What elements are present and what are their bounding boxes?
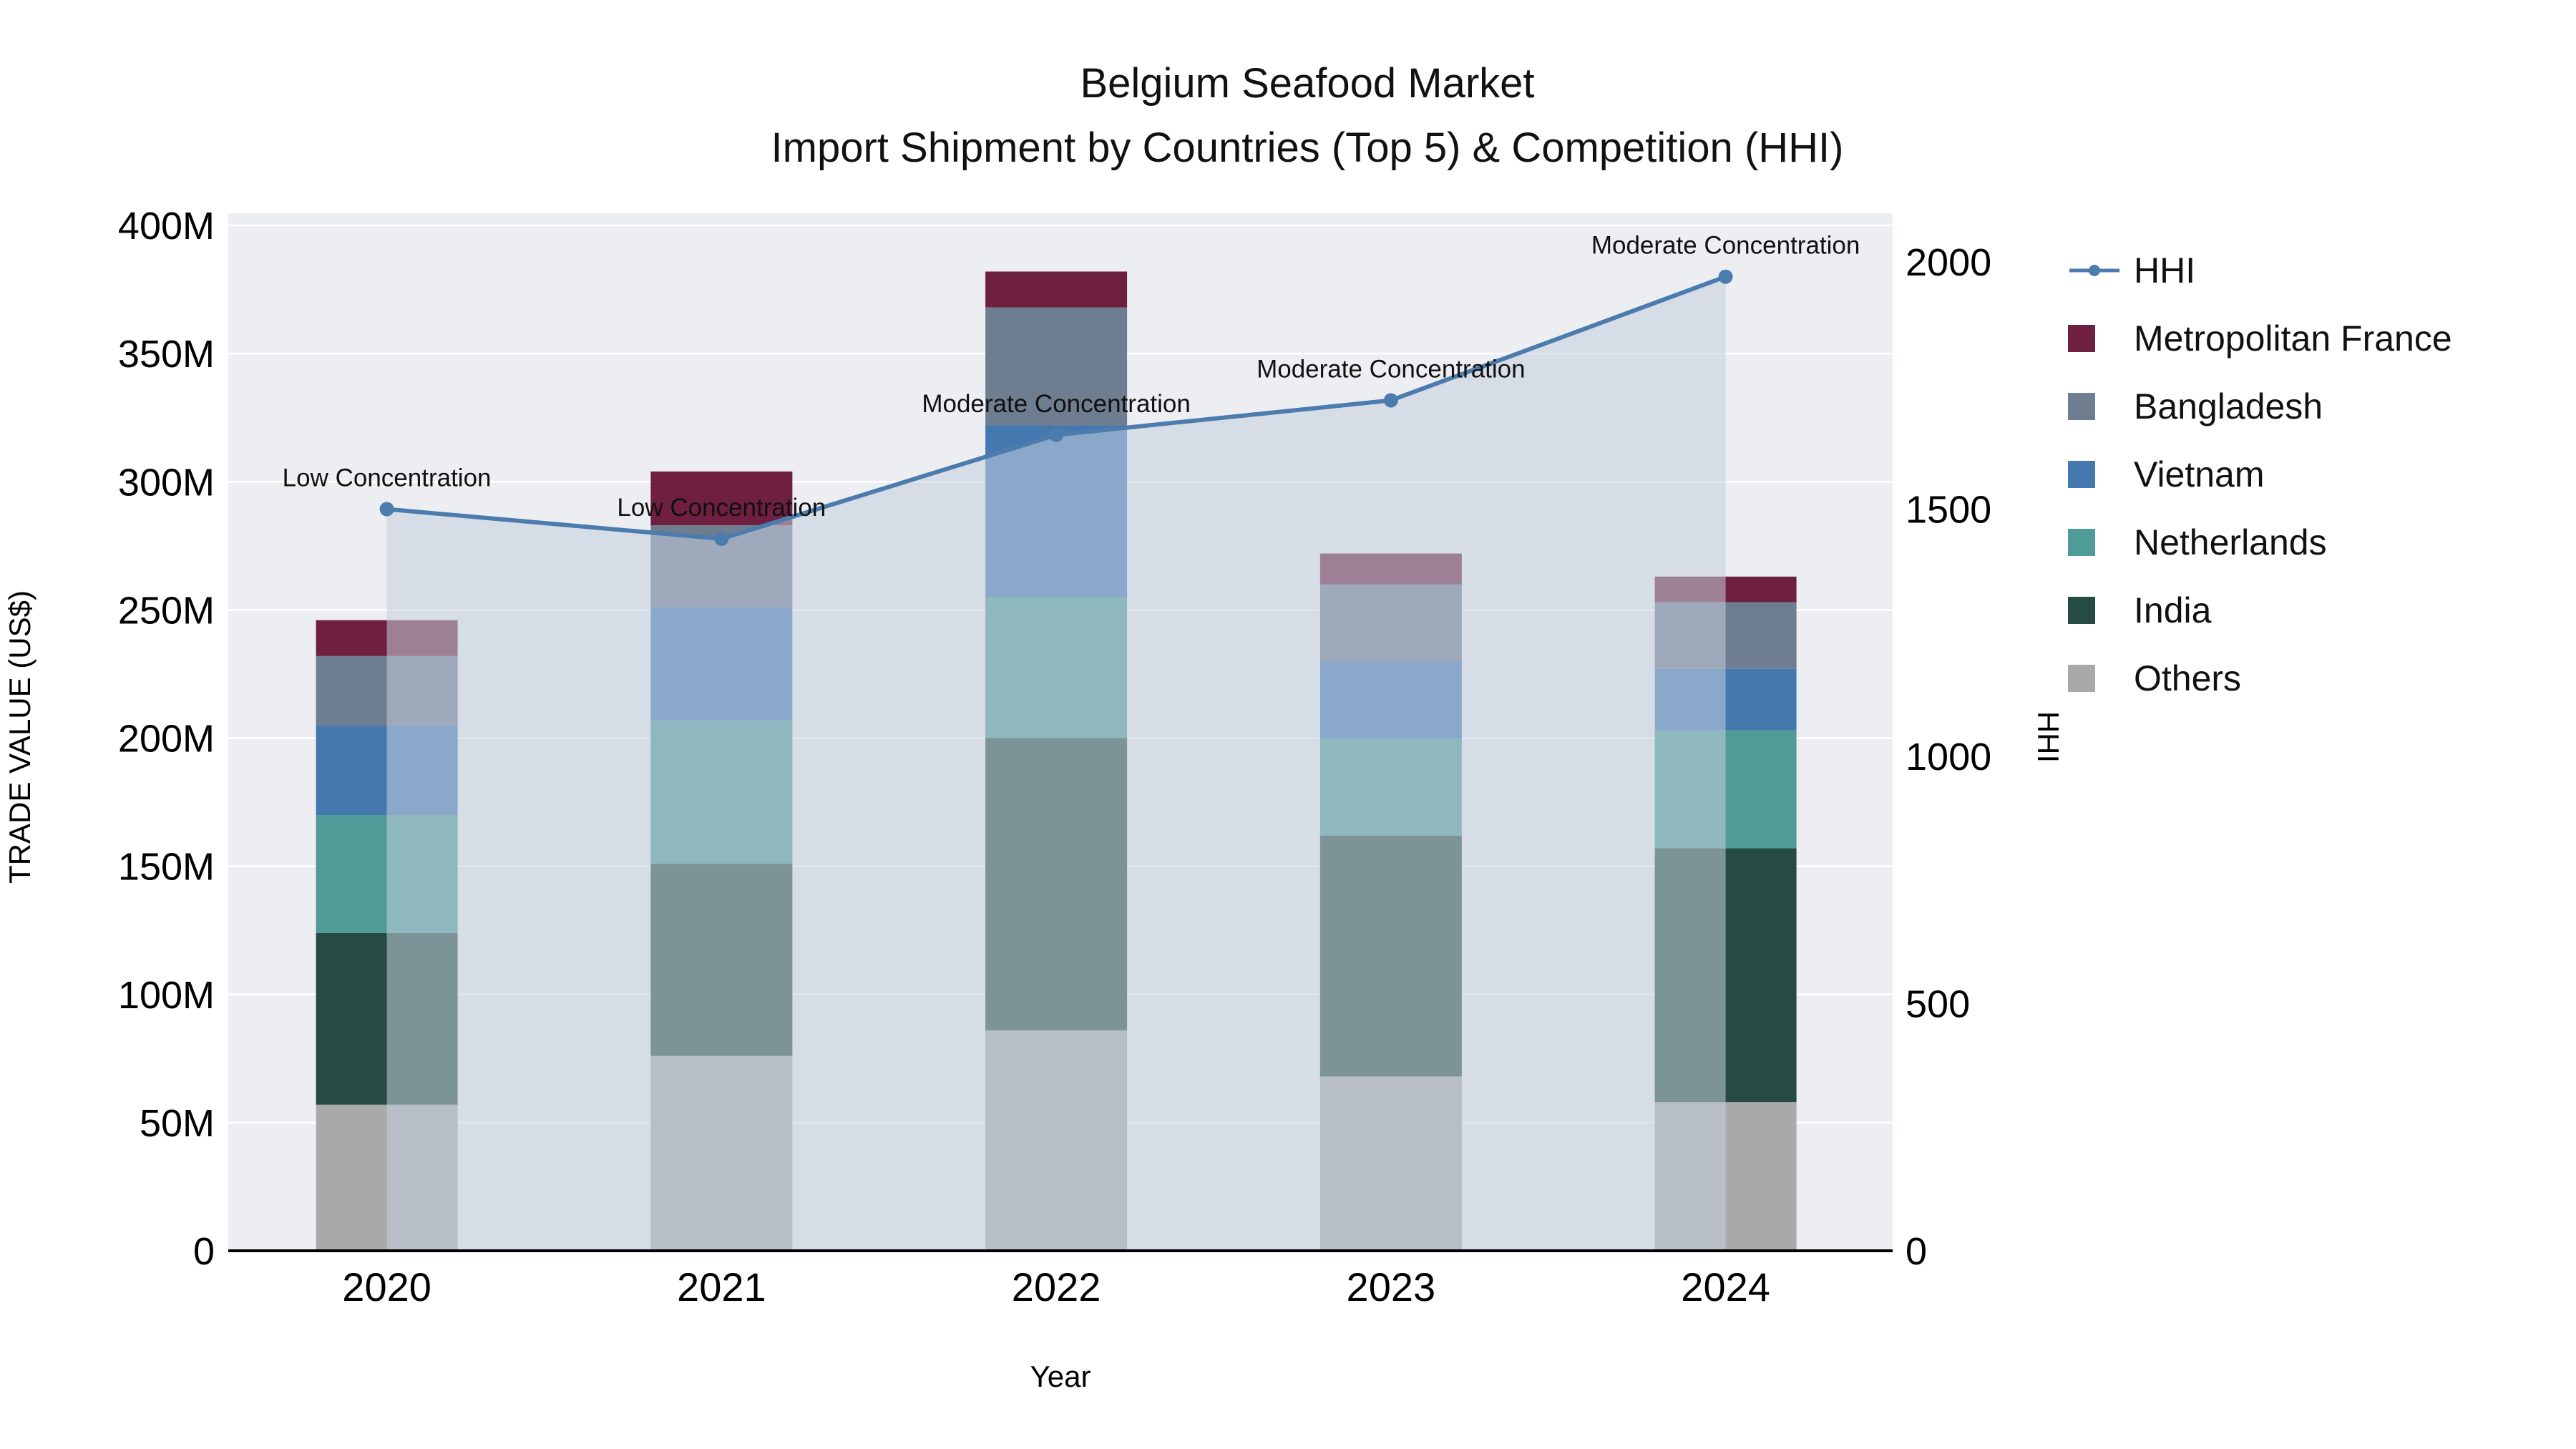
legend-label: HHI — [2134, 250, 2196, 291]
legend-label: Others — [2134, 658, 2242, 698]
bar-segment-metropolitan-france-2021[interactable] — [650, 471, 793, 526]
x-axis-title: Year — [1030, 1360, 1091, 1393]
annotation-2023: Moderate Concentration — [1257, 355, 1526, 383]
y-left-tick-100M: 100M — [118, 974, 215, 1017]
y-left-tick-150M: 150M — [118, 846, 215, 889]
legend-item-others[interactable]: Others — [2068, 644, 2452, 712]
legend-swatch-icon — [2068, 324, 2134, 352]
legend-item-bangladesh[interactable]: Bangladesh — [2068, 372, 2452, 440]
hhi-point-2021[interactable] — [714, 531, 729, 546]
legend-item-metropolitan-france[interactable]: Metropolitan France — [2068, 304, 2452, 372]
legend-item-hhi[interactable]: HHI — [2068, 236, 2452, 304]
annotation-2024: Moderate Concentration — [1591, 232, 1860, 260]
legend-swatch — [2068, 460, 2095, 488]
chart-title: Belgium Seafood Market Import Shipment b… — [234, 52, 2381, 180]
x-tick-2024: 2024 — [1681, 1264, 1770, 1309]
hhi-point-2024[interactable] — [1718, 269, 1733, 284]
y-left-tick-200M: 200M — [118, 718, 215, 761]
y-right-tick-1000: 1000 — [1906, 736, 1991, 779]
annotation-2022: Moderate Concentration — [922, 390, 1191, 418]
y-right-tick-1500: 1500 — [1906, 489, 1991, 532]
legend-label: Metropolitan France — [2134, 318, 2452, 358]
y-right-axis-title: HHI — [2031, 711, 2065, 763]
bar-segment-metropolitan-france-2022[interactable] — [985, 271, 1128, 308]
hhi-point-2023[interactable] — [1383, 393, 1398, 408]
y-left-tick-300M: 300M — [118, 461, 215, 504]
annotation-2021: Low Concentration — [617, 494, 826, 522]
x-tick-2022: 2022 — [1012, 1264, 1101, 1309]
legend-swatch-icon — [2068, 528, 2134, 556]
legend-swatch — [2068, 324, 2095, 352]
legend-label: Netherlands — [2134, 522, 2327, 562]
y-right-tick-2000: 2000 — [1906, 241, 1991, 284]
x-tick-2023: 2023 — [1347, 1264, 1436, 1309]
legend-item-netherlands[interactable]: Netherlands — [2068, 508, 2452, 576]
y-left-axis-title: TRADE VALUE (US$) — [3, 590, 36, 884]
y-left-tick-50M: 50M — [140, 1102, 215, 1145]
y-left-tick-250M: 250M — [118, 589, 215, 632]
legend-swatch — [2068, 664, 2095, 692]
y-left-tick-400M: 400M — [118, 205, 215, 248]
chart-title-line1: Belgium Seafood Market — [1080, 60, 1535, 107]
x-tick-2021: 2021 — [677, 1264, 766, 1309]
legend-swatch-icon — [2068, 664, 2134, 692]
y-right-tick-500: 500 — [1906, 983, 1970, 1026]
y-right-tick-0: 0 — [1906, 1230, 1927, 1273]
legend-swatch-icon — [2068, 460, 2134, 488]
legend-swatch — [2068, 392, 2095, 420]
bar-segment-bangladesh-2022[interactable] — [985, 307, 1128, 426]
legend-label: Vietnam — [2134, 454, 2265, 494]
x-tick-2020: 2020 — [342, 1264, 431, 1309]
hhi-point-2022[interactable] — [1049, 427, 1064, 442]
annotation-2020: Low Concentration — [283, 464, 492, 492]
hhi-point-2020[interactable] — [379, 502, 394, 517]
legend-swatch-icon — [2068, 596, 2134, 624]
hhi-area-fill — [386, 276, 1726, 1252]
y-left-tick-0: 0 — [193, 1230, 215, 1273]
y-left-tick-350M: 350M — [118, 333, 215, 376]
legend-label: India — [2134, 590, 2212, 630]
legend-line-sample-icon — [2068, 256, 2134, 285]
chart-title-line2: Import Shipment by Countries (Top 5) & C… — [771, 125, 1844, 171]
legend-swatch-icon — [2068, 392, 2134, 420]
legend-swatch — [2068, 596, 2095, 624]
legend-item-india[interactable]: India — [2068, 576, 2452, 644]
legend-item-vietnam[interactable]: Vietnam — [2068, 440, 2452, 508]
legend-swatch — [2068, 528, 2095, 556]
legend: HHI Metropolitan France Bangladesh Vietnam N… — [2068, 236, 2452, 712]
legend-label: Bangladesh — [2134, 386, 2323, 426]
